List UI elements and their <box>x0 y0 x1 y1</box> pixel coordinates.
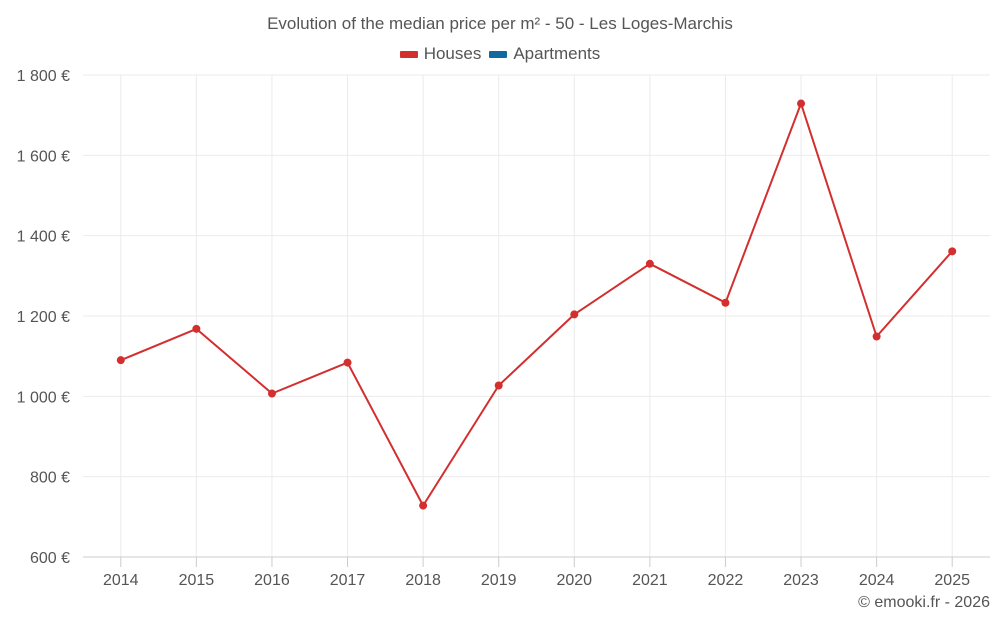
legend-swatch-houses <box>399 50 418 58</box>
credit-text: © emooki.fr - 2026 <box>858 594 990 611</box>
y-tick-label: 600 € <box>30 550 70 567</box>
legend-item-apartments[interactable]: Apartments <box>489 44 600 64</box>
legend: Houses Apartments <box>0 44 1000 64</box>
data-point[interactable] <box>721 298 730 307</box>
grid <box>83 74 990 557</box>
legend-label-houses: Houses <box>423 44 482 63</box>
data-point[interactable] <box>267 389 276 398</box>
x-tick-label: 2021 <box>632 572 668 589</box>
axes: 600 € 800 € 1 000 € 1 200 € 1 400 € 1 600 € 1 … <box>17 68 990 589</box>
data-point[interactable] <box>948 247 957 256</box>
x-tick-label: 2020 <box>556 572 592 589</box>
legend-swatch-apartments <box>489 50 508 58</box>
x-tick-label: 2023 <box>783 572 819 589</box>
x-tick-label: 2019 <box>481 572 517 589</box>
x-tick-label: 2024 <box>859 572 895 589</box>
data-point[interactable] <box>570 310 579 319</box>
data-point[interactable] <box>797 99 806 108</box>
data-point[interactable] <box>494 381 503 390</box>
x-tick-label: 2014 <box>103 572 139 589</box>
legend-label-apartments: Apartments <box>513 44 601 63</box>
x-tick-label: 2017 <box>330 572 366 589</box>
series-line-houses <box>120 102 953 507</box>
legend-item-houses[interactable]: Houses <box>399 44 482 64</box>
x-tick-label: 2016 <box>254 572 290 589</box>
data-point[interactable] <box>343 358 352 367</box>
series-layer <box>116 99 957 510</box>
data-point[interactable] <box>872 332 881 341</box>
data-point[interactable] <box>419 501 428 510</box>
y-tick-label: 1 600 € <box>17 148 70 165</box>
x-tick-label: 2015 <box>179 572 215 589</box>
data-point[interactable] <box>116 356 125 365</box>
y-tick-label: 1 000 € <box>17 389 70 406</box>
y-tick-label: 1 800 € <box>17 68 70 85</box>
x-tick-label: 2025 <box>934 572 970 589</box>
x-tick-label: 2022 <box>708 572 744 589</box>
data-point[interactable] <box>645 259 654 268</box>
y-tick-label: 1 400 € <box>17 229 70 246</box>
y-tick-label: 800 € <box>30 470 70 487</box>
x-tick-label: 2018 <box>405 572 441 589</box>
data-point[interactable] <box>192 324 201 333</box>
y-tick-label: 1 200 € <box>17 309 70 326</box>
chart-title: Evolution of the median price per m² - 5… <box>267 14 733 33</box>
